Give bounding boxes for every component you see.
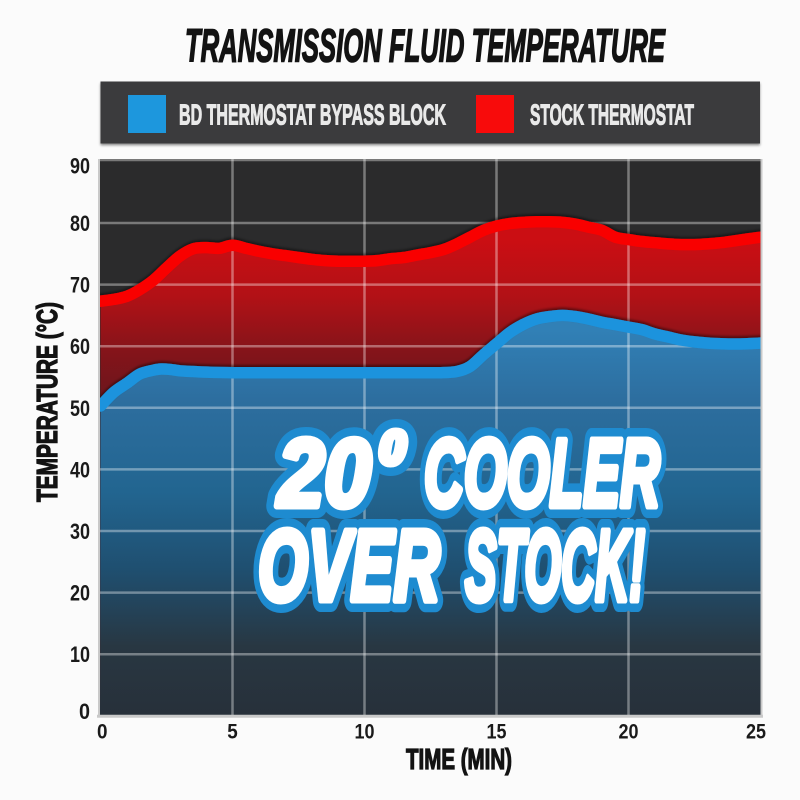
svg-text:COOLER: COOLER bbox=[424, 420, 660, 527]
svg-text:50: 50 bbox=[70, 396, 90, 421]
svg-text:20: 20 bbox=[619, 720, 639, 744]
svg-text:60: 60 bbox=[70, 334, 90, 359]
svg-text:0: 0 bbox=[380, 422, 406, 474]
svg-text:STOCK THERMOSTAT: STOCK THERMOSTAT bbox=[530, 100, 694, 132]
svg-text:40: 40 bbox=[70, 457, 90, 482]
svg-text:70: 70 bbox=[70, 273, 90, 298]
svg-text:5: 5 bbox=[227, 720, 238, 744]
svg-text:OVER: OVER bbox=[258, 510, 440, 622]
svg-text:30: 30 bbox=[70, 519, 90, 544]
svg-text:STOCK!: STOCK! bbox=[465, 510, 645, 622]
svg-text:80: 80 bbox=[70, 211, 90, 236]
svg-text:20: 20 bbox=[276, 420, 371, 527]
svg-text:20: 20 bbox=[276, 420, 371, 527]
svg-text:25: 25 bbox=[746, 720, 766, 744]
svg-text:TRANSMISSION FLUID TEMPERATURE: TRANSMISSION FLUID TEMPERATURE bbox=[185, 20, 666, 72]
svg-text:TEMPERATURE (°C): TEMPERATURE (°C) bbox=[32, 302, 64, 502]
svg-text:15: 15 bbox=[487, 720, 507, 744]
svg-text:TIME (MIN): TIME (MIN) bbox=[406, 744, 512, 776]
svg-text:BD THERMOSTAT BYPASS BLOCK: BD THERMOSTAT BYPASS BLOCK bbox=[179, 100, 446, 132]
svg-text:90: 90 bbox=[70, 153, 90, 178]
svg-text:10: 10 bbox=[355, 720, 375, 744]
svg-text:0: 0 bbox=[79, 699, 90, 724]
svg-text:0: 0 bbox=[97, 720, 108, 744]
svg-text:20: 20 bbox=[70, 581, 90, 606]
svg-text:COOLER: COOLER bbox=[424, 420, 660, 527]
svg-text:OVER: OVER bbox=[258, 510, 440, 622]
svg-text:STOCK!: STOCK! bbox=[465, 510, 645, 622]
svg-text:10: 10 bbox=[70, 642, 90, 667]
